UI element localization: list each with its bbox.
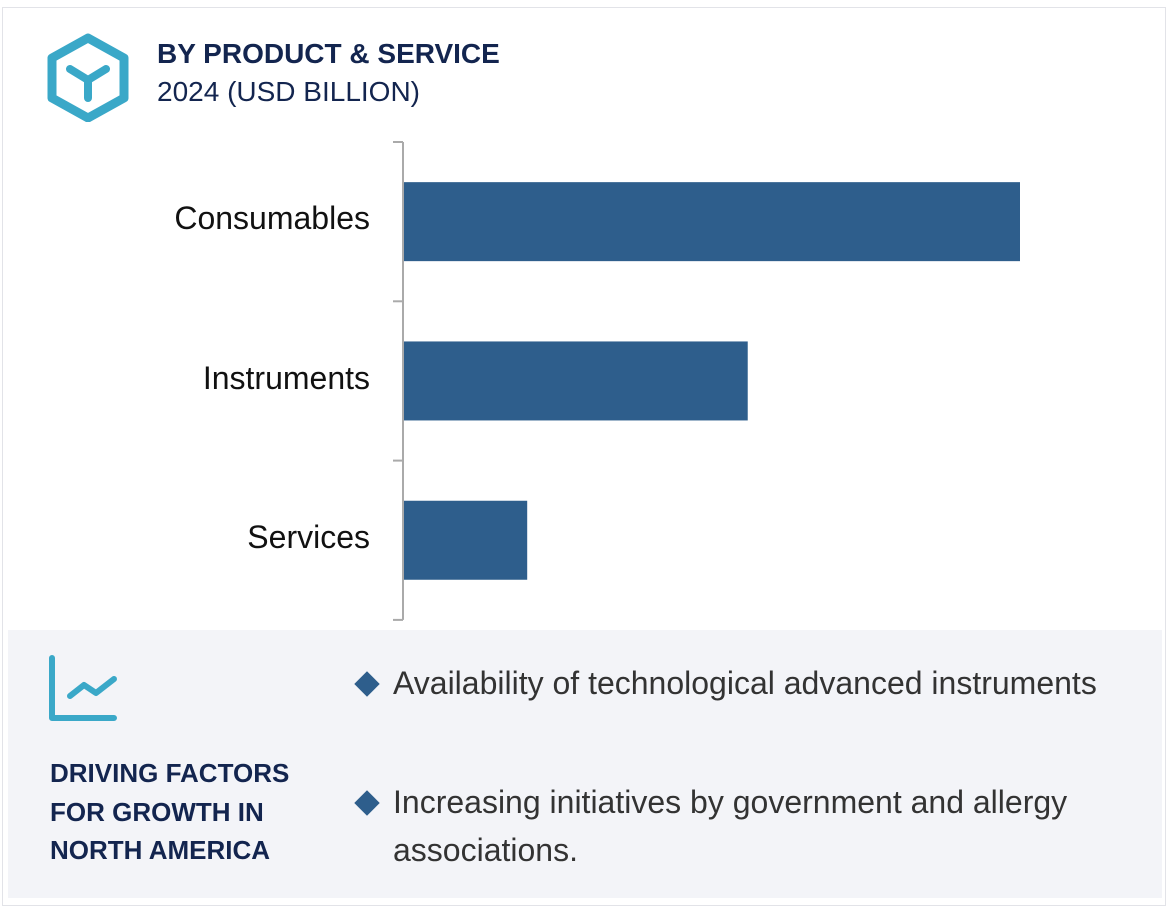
bar-services xyxy=(404,500,528,580)
factor-text: Availability of technological advanced i… xyxy=(393,665,1097,701)
bar-instruments xyxy=(404,341,748,421)
cube-icon xyxy=(47,33,129,122)
bar-consumables xyxy=(404,182,1020,262)
diamond-bullet-icon xyxy=(354,671,380,697)
card-frame xyxy=(2,7,1166,906)
diamond-bullet-icon xyxy=(354,790,380,816)
factor-bullet: Increasing initiatives by government and… xyxy=(354,778,1148,874)
driving-factors-panel xyxy=(8,630,1162,898)
category-label-instruments: Instruments xyxy=(202,360,370,396)
factor-text: Increasing initiatives by government and… xyxy=(393,784,1068,868)
bar-chart xyxy=(393,141,1020,621)
driving-factors-heading: DRIVING FACTORS FOR GROWTH IN NORTH AMER… xyxy=(50,754,330,870)
factor-bullet: Availability of technological advanced i… xyxy=(354,659,1148,707)
chart-subtitle: 2024 (USD BILLION) xyxy=(157,76,420,107)
heading-line: FOR GROWTH IN xyxy=(50,796,264,827)
heading-line: NORTH AMERICA xyxy=(50,835,271,865)
chart-title: BY PRODUCT & SERVICE xyxy=(157,38,500,69)
category-label-consumables: Consumables xyxy=(174,200,370,236)
heading-line: DRIVING FACTORS xyxy=(50,758,290,788)
category-label-services: Services xyxy=(247,519,370,555)
line-chart-icon xyxy=(49,655,117,721)
